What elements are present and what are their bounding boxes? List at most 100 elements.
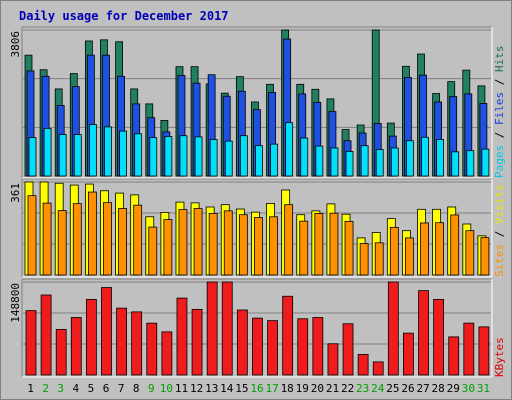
bar-kbytes-day-18 (282, 295, 294, 376)
day-label: 7 (118, 382, 125, 395)
legend-separator: / (493, 125, 506, 145)
side-legend-top: Pages / Files / Hits (493, 46, 506, 179)
legend-files: Files (493, 92, 506, 125)
day-label: 5 (88, 382, 95, 395)
bar-pages-day-5 (88, 124, 97, 177)
day-label: 23 (356, 382, 369, 395)
bar-pages-day-19 (300, 137, 309, 177)
bar-kbytes-day-28 (433, 298, 445, 376)
day-label: 19 (296, 382, 309, 395)
bar-kbytes-day-17 (267, 320, 278, 376)
bar-pages-day-20 (315, 145, 324, 177)
bar-sites-day-27 (420, 222, 429, 276)
bar-kbytes-day-6 (101, 287, 112, 376)
bar-pages-day-23 (360, 145, 369, 177)
bar-sites-day-7 (118, 208, 127, 276)
bar-sites-day-4 (72, 203, 82, 276)
day-label: 24 (371, 382, 385, 395)
bar-kbytes-day-11 (176, 297, 188, 376)
bar-pages-day-21 (330, 147, 339, 177)
bar-sites-day-2 (42, 202, 52, 276)
day-label: 14 (220, 382, 234, 395)
day-label: 18 (281, 382, 294, 395)
bar-kbytes-day-9 (146, 322, 158, 376)
day-label: 22 (341, 382, 354, 395)
day-label: 13 (205, 382, 218, 395)
day-label: 21 (326, 382, 339, 395)
bar-kbytes-day-25 (387, 281, 399, 376)
bar-pages-day-8 (134, 133, 143, 177)
bar-kbytes-day-7 (116, 307, 127, 376)
bar-sites-day-28 (435, 222, 445, 276)
bar-kbytes-day-24 (372, 361, 384, 376)
bar-kbytes-day-27 (418, 290, 429, 376)
bar-pages-day-16 (255, 145, 263, 177)
bar-pages-day-15 (239, 135, 248, 177)
bar-kbytes-day-31 (478, 326, 490, 376)
bar-sites-day-24 (374, 242, 384, 276)
bar-pages-day-17 (270, 143, 278, 177)
day-label: 26 (401, 382, 414, 395)
bar-pages-day-25 (390, 147, 399, 177)
day-label: 4 (73, 382, 80, 395)
bar-sites-day-14 (223, 210, 233, 276)
bar-pages-day-22 (345, 151, 354, 177)
bar-kbytes-day-2 (40, 294, 52, 376)
bar-sites-day-31 (480, 237, 490, 276)
bar-sites-day-15 (238, 214, 248, 276)
bar-pages-day-30 (466, 150, 475, 177)
bar-sites-day-9 (148, 226, 158, 276)
bar-kbytes-day-13 (206, 281, 218, 376)
bar-sites-day-3 (57, 210, 67, 276)
bar-kbytes-day-22 (342, 323, 354, 376)
bar-pages-day-18 (285, 122, 294, 177)
bar-sites-day-10 (163, 219, 173, 276)
bar-pages-day-14 (224, 140, 233, 177)
day-label: 17 (265, 382, 278, 395)
bar-sites-day-13 (208, 213, 218, 276)
side-legend-middle: Sites / Visits (493, 184, 506, 277)
day-label: 20 (311, 382, 324, 395)
bar-sites-day-16 (254, 217, 263, 276)
bar-kbytes-day-30 (463, 322, 475, 376)
bar-pages-day-11 (179, 135, 188, 177)
bar-sites-day-20 (314, 213, 324, 276)
bar-kbytes-day-5 (85, 298, 97, 376)
legend-separator: / (493, 72, 506, 92)
bar-kbytes-day-14 (221, 281, 233, 376)
bar-kbytes-day-20 (312, 317, 324, 376)
day-label: 6 (103, 382, 110, 395)
side-legend-bottom: KBytes (493, 337, 506, 377)
day-label: 9 (148, 382, 155, 395)
day-label: 29 (447, 382, 460, 395)
bar-sites-day-29 (450, 214, 460, 276)
chart-title: Daily usage for December 2017 (19, 9, 229, 23)
bar-pages-day-7 (119, 130, 127, 177)
bar-kbytes-day-26 (403, 332, 414, 376)
bar-pages-day-10 (164, 136, 173, 177)
legend-visits: Visits (493, 184, 506, 224)
bar-pages-day-9 (149, 137, 158, 177)
bar-sites-day-8 (133, 204, 143, 276)
bar-pages-day-27 (421, 136, 429, 177)
bar-sites-day-12 (193, 208, 203, 276)
bar-pages-day-2 (43, 128, 52, 177)
bar-kbytes-day-12 (191, 308, 203, 376)
day-label: 27 (416, 382, 429, 395)
day-label: 8 (133, 382, 140, 395)
bar-sites-day-25 (389, 226, 399, 276)
y-max-label: 148800 (9, 283, 22, 323)
bar-sites-day-22 (344, 221, 354, 276)
bar-pages-day-28 (436, 139, 445, 177)
bar-kbytes-day-21 (327, 343, 339, 376)
bar-pages-day-13 (209, 139, 218, 177)
day-label: 30 (462, 382, 475, 395)
y-max-label: 3806 (9, 31, 22, 58)
bar-pages-day-31 (481, 148, 490, 177)
panel-top: 3806 Pages / Files / Hits (9, 26, 506, 179)
bar-sites-day-18 (284, 204, 294, 276)
bar-kbytes-day-1 (25, 310, 37, 376)
bar-pages-day-29 (451, 151, 460, 177)
bar-kbytes-day-8 (131, 311, 143, 376)
